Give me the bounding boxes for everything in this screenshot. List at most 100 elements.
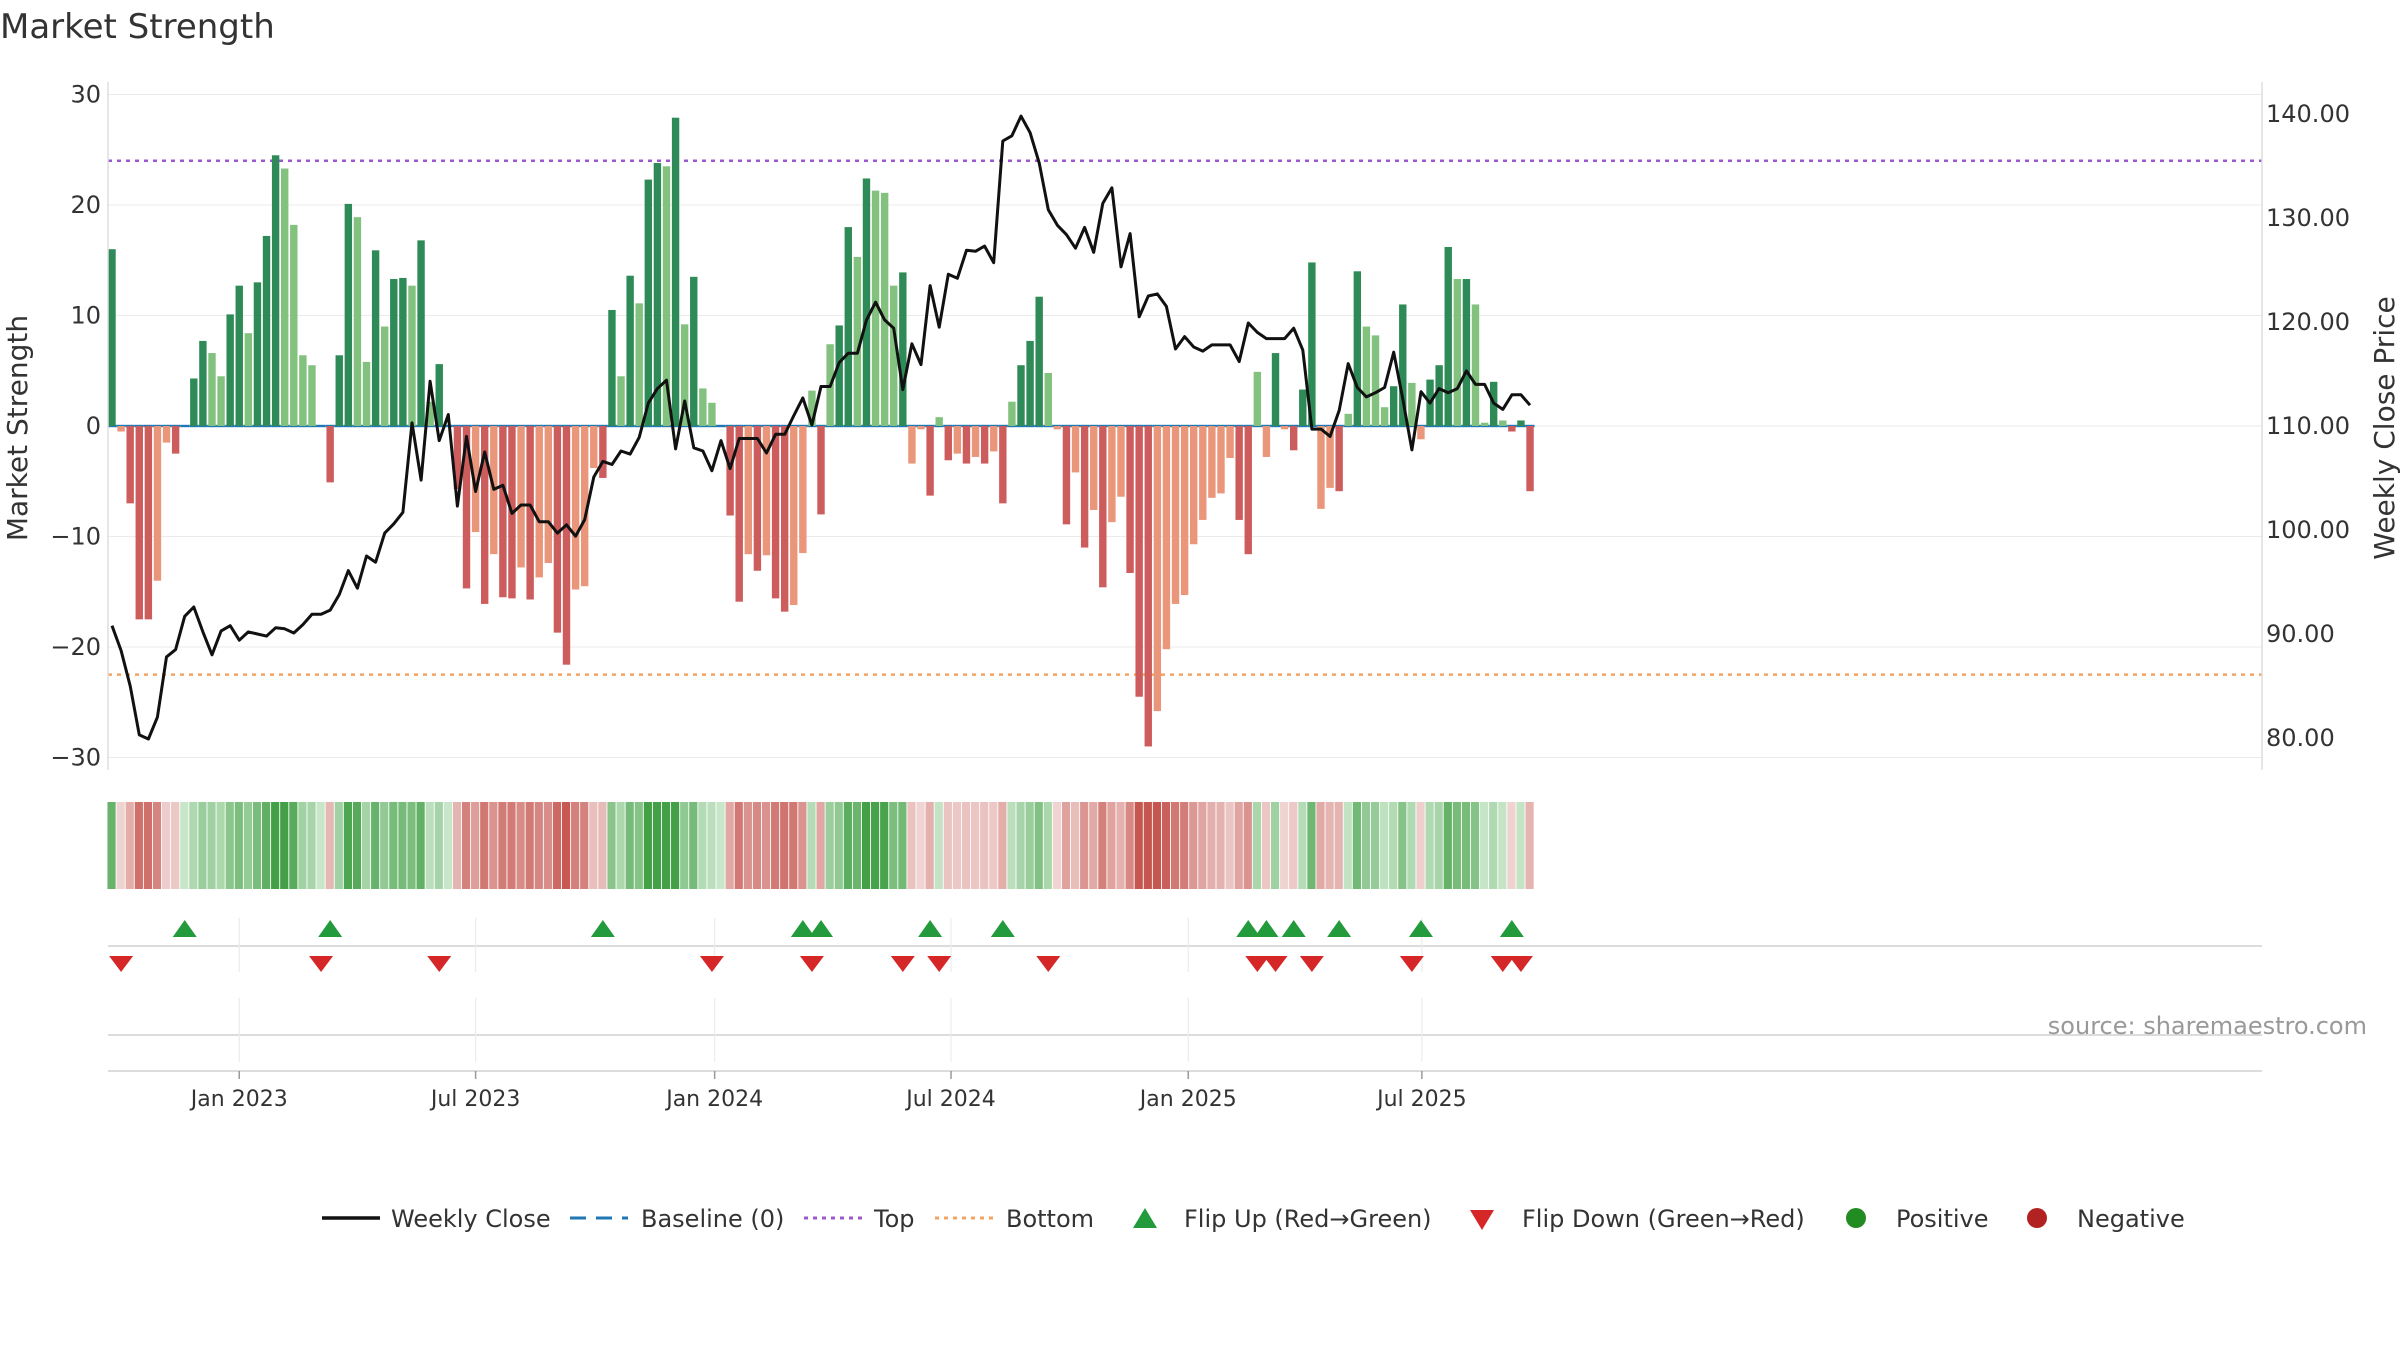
strength-bar <box>390 279 398 426</box>
strength-bar <box>762 426 771 556</box>
strength-bar <box>417 240 425 426</box>
heat-cell <box>861 802 871 889</box>
flip-down-marker <box>699 956 724 972</box>
flip-down-marker <box>1263 956 1288 972</box>
strength-bar <box>544 426 553 564</box>
heat-cell <box>443 802 452 889</box>
strength-bars <box>108 117 1534 747</box>
strength-bar <box>1362 326 1371 426</box>
strength-bar <box>1280 426 1289 430</box>
heat-cell <box>616 802 625 889</box>
strength-bar <box>1435 365 1443 426</box>
heat-cell <box>380 802 389 889</box>
strength-bar <box>526 426 534 600</box>
heat-cell <box>116 802 125 889</box>
flip-up-marker <box>590 920 615 937</box>
strength-bar <box>344 203 353 426</box>
heat-cell <box>280 802 289 889</box>
heat-cell <box>752 802 762 889</box>
strength-bar <box>471 426 480 533</box>
strength-bar <box>108 249 116 426</box>
strength-bar <box>1153 426 1162 712</box>
legend-item-top: Top <box>804 1205 915 1233</box>
y-tick-left: −30 <box>50 744 101 772</box>
strength-bar <box>1462 279 1471 426</box>
heat-cell <box>1380 802 1389 889</box>
strength-bar <box>1317 426 1325 509</box>
heat-cell <box>1125 802 1134 889</box>
strength-bar <box>262 235 271 426</box>
strength-bar <box>944 426 952 461</box>
legend-label-baseline: Baseline (0) <box>641 1205 784 1233</box>
strength-bar <box>962 426 971 464</box>
strength-bar <box>117 426 125 432</box>
heat-cell <box>189 802 198 889</box>
heat-cell <box>398 802 407 889</box>
flip-up-marker <box>918 920 943 937</box>
heat-cell <box>471 802 480 889</box>
heat-cell <box>489 802 498 889</box>
heat-cell <box>152 802 162 889</box>
heat-cell <box>198 802 207 889</box>
heat-cell <box>680 802 689 889</box>
heat-cell <box>434 802 443 889</box>
strength-bar <box>935 417 943 426</box>
strength-bar <box>1371 335 1380 426</box>
strength-bar <box>1062 426 1071 525</box>
strength-bar <box>426 401 434 426</box>
strength-bar <box>435 364 443 426</box>
strength-bar <box>708 402 716 426</box>
flip-up-marker <box>1408 920 1433 937</box>
heat-cell <box>1152 802 1161 889</box>
x-tick-label: Jul 2023 <box>429 1087 521 1112</box>
heat-cell <box>607 802 616 889</box>
positive-dot-icon <box>1846 1208 1866 1228</box>
legend-item-flip-down: Flip Down (Green→Red) <box>1470 1205 1805 1233</box>
heat-cell <box>1289 802 1298 889</box>
heat-cell <box>1043 802 1052 889</box>
legend-item-positive: Positive <box>1846 1205 1989 1233</box>
strength-bar <box>617 376 625 426</box>
flip-down-marker <box>1299 956 1324 972</box>
heat-cell <box>271 802 280 889</box>
flip-up-marker <box>318 920 343 937</box>
heat-cell <box>1280 802 1289 889</box>
heat-cell <box>798 802 807 889</box>
heat-cell <box>943 802 952 889</box>
heat-cell <box>907 802 916 889</box>
heat-cell <box>1270 802 1280 889</box>
strength-bar <box>1071 426 1080 473</box>
heat-cell <box>761 802 771 889</box>
strength-bar <box>1326 426 1334 488</box>
legend-item-weekly-close: Weekly Close <box>322 1205 551 1233</box>
strength-bar <box>1389 386 1398 426</box>
legend-label-weekly-close: Weekly Close <box>391 1205 551 1233</box>
strength-bar <box>1417 426 1425 440</box>
y-tick-right: 90.00 <box>2266 620 2335 648</box>
heat-cell <box>225 802 234 889</box>
heat-cell <box>1225 802 1234 889</box>
strength-bar <box>580 426 589 587</box>
strength-bar <box>817 426 825 515</box>
strength-bar <box>1053 426 1062 430</box>
weekly-close-line <box>110 114 1532 741</box>
strength-bar <box>1526 426 1534 492</box>
heat-cell <box>671 802 680 889</box>
heat-cell <box>361 802 371 889</box>
strength-bar <box>217 376 225 426</box>
strength-bar <box>690 276 698 426</box>
heat-cell <box>516 802 525 889</box>
flip-down-marker <box>1036 956 1061 972</box>
heat-cell <box>425 802 434 889</box>
strength-bar <box>1344 413 1352 426</box>
heat-cell <box>571 802 580 889</box>
strength-bar <box>1080 426 1089 548</box>
heat-cell <box>1316 802 1325 889</box>
heat-cell <box>598 802 607 889</box>
strength-bar <box>1117 426 1125 497</box>
strength-bar <box>126 426 134 504</box>
heat-cell <box>480 802 489 889</box>
heat-cell <box>452 802 462 889</box>
heat-cell <box>1189 802 1198 889</box>
